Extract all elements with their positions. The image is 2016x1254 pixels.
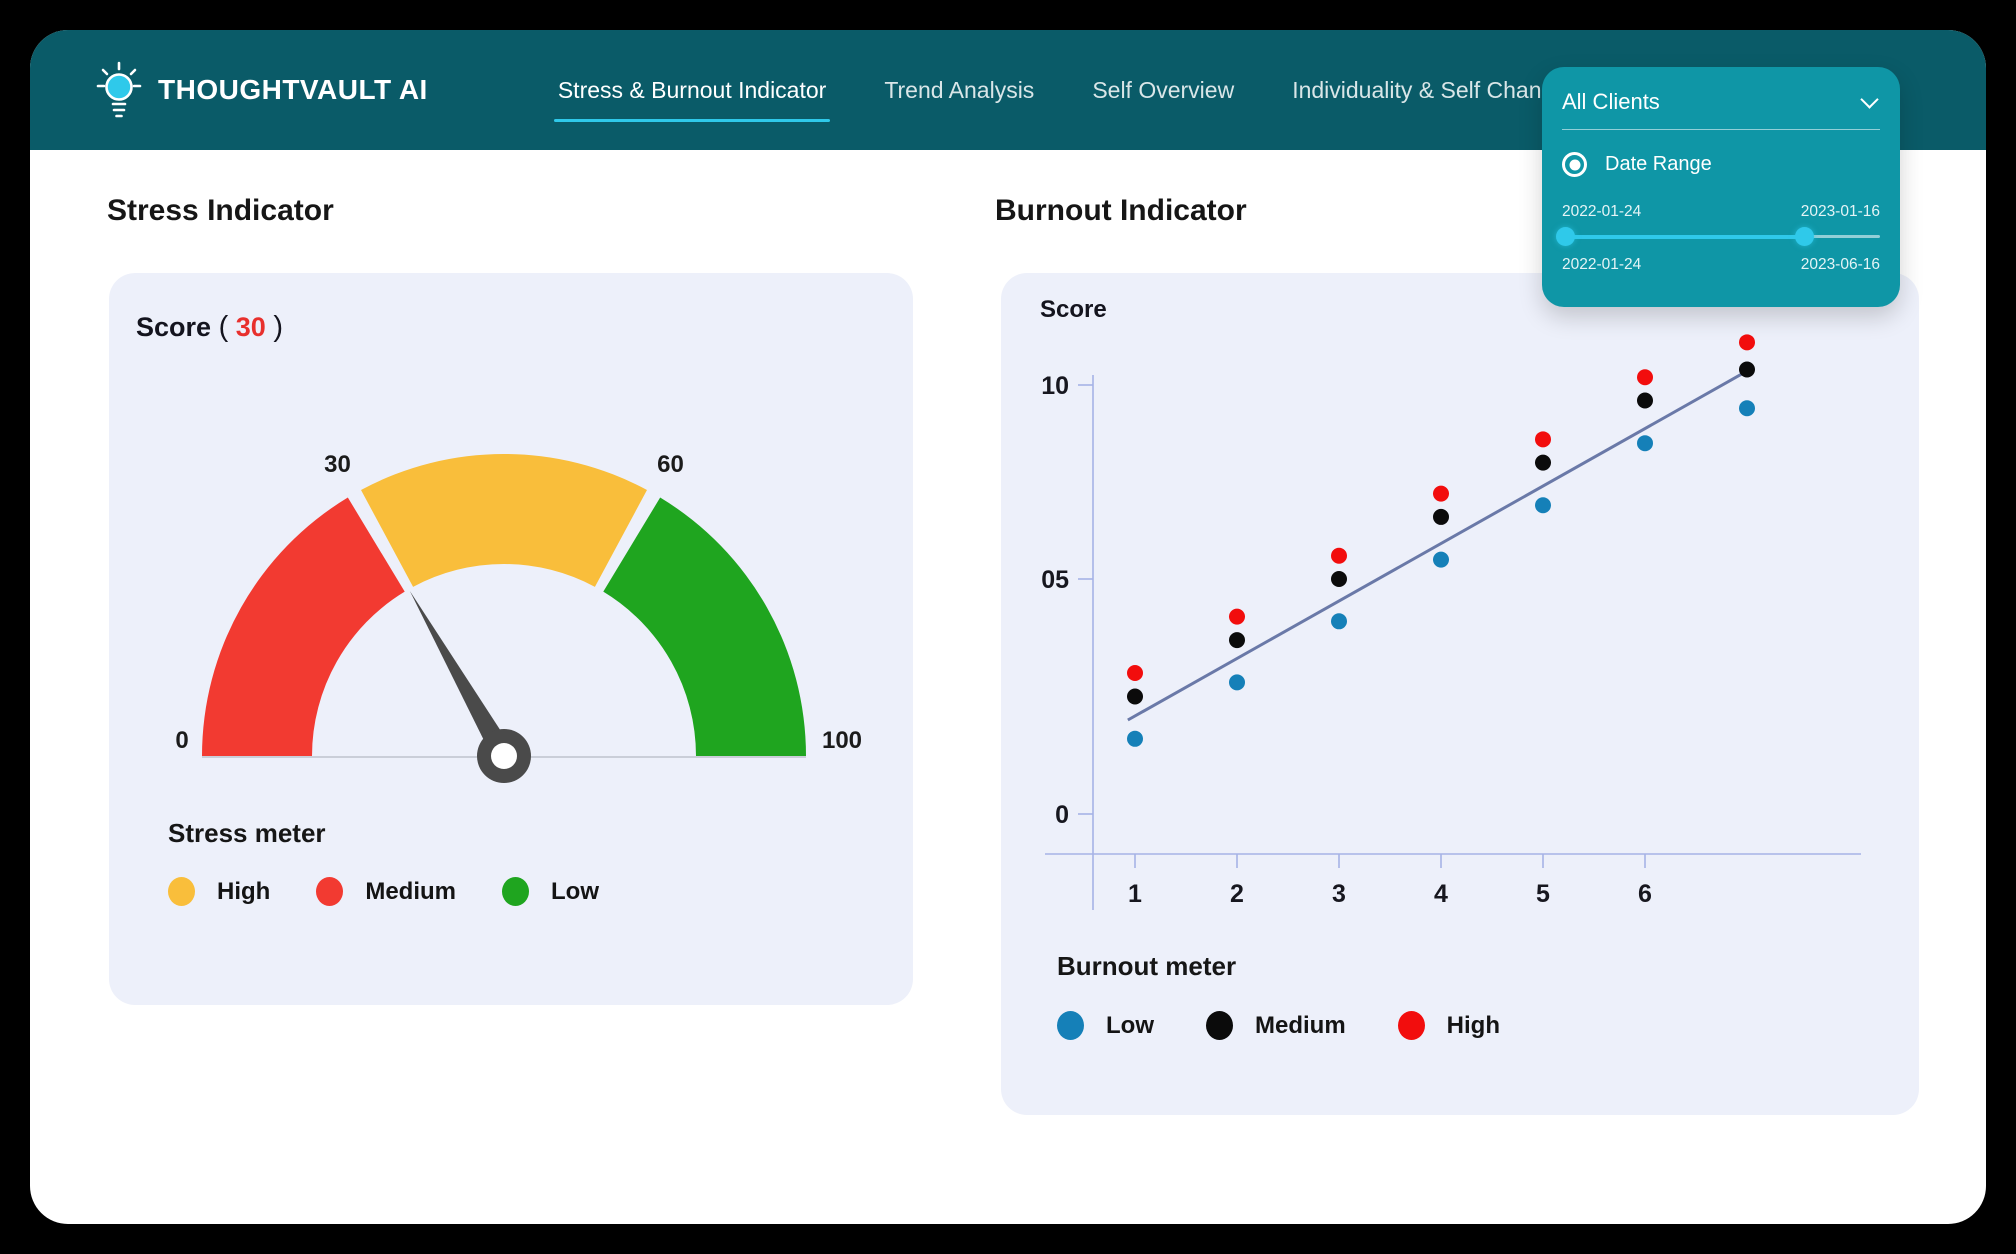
svg-text:10: 10 [1041, 372, 1069, 400]
svg-text:0: 0 [175, 727, 188, 754]
date-range-slider [1556, 227, 1880, 246]
svg-text:5: 5 [1536, 880, 1550, 908]
range-bounds-row: 2022-01-24 2023-06-16 [1562, 256, 1880, 274]
burnout-indicator-card: Score 0 05 10 1 2 3 4 5 6 Burnout meter Low Medi… [1001, 273, 1919, 1115]
nav-tab-stress-burnout[interactable]: Stress & Burnout Indicator [553, 73, 831, 122]
selected-range-row: 2022-01-24 2023-01-16 [1562, 203, 1880, 221]
legend-dot-low [1057, 1011, 1084, 1040]
nav-tab-trend-analysis[interactable]: Trend Analysis [884, 76, 1035, 103]
burnout-scatter-chart: 0 05 10 1 2 3 4 5 6 [1041, 334, 1861, 910]
legend-item-low: Low [502, 877, 599, 906]
date-range-option: Date Range [1562, 152, 1880, 177]
client-selector[interactable]: All Clients [1562, 89, 1880, 115]
slider-track-fill [1564, 234, 1804, 239]
svg-text:4: 4 [1434, 880, 1448, 908]
svg-text:1: 1 [1128, 880, 1142, 908]
svg-text:30: 30 [324, 451, 351, 478]
burnout-meter-legend-title: Burnout meter [1057, 951, 1237, 981]
range-min-date: 2022-01-24 [1562, 256, 1642, 273]
stress-indicator-title: Stress Indicator [107, 194, 334, 227]
nav-tab-individuality-self-change[interactable]: Individuality & Self Change [1292, 76, 1568, 103]
legend-item-low: Low [1057, 1011, 1154, 1040]
main-nav: Stress & Burnout Indicator Trend Analysi… [553, 73, 1569, 122]
burnout-y-axis-title: Score [1040, 296, 1107, 323]
date-range-label: Date Range [1605, 153, 1712, 175]
slider-handle-start[interactable] [1556, 227, 1575, 246]
svg-text:6: 6 [1638, 880, 1652, 908]
svg-text:3: 3 [1332, 880, 1346, 908]
brand-title: THOUGHTVAULT AI [158, 74, 428, 105]
stress-score-value: 30 [235, 312, 266, 342]
legend-item-medium: Medium [316, 877, 456, 906]
legend-dot-medium [316, 877, 344, 906]
legend-item-high: High [168, 877, 270, 906]
nav-tab-self-overview[interactable]: Self Overview [1092, 76, 1235, 103]
burnout-meter-legend: Low Medium High [1057, 1011, 1500, 1040]
chevron-down-icon [1860, 89, 1879, 109]
stress-meter-legend-title: Stress meter [168, 818, 326, 848]
legend-dot-low [502, 877, 529, 906]
selected-start-date: 2022-01-24 [1562, 203, 1642, 220]
stress-gauge-chart: 0 100 30 60 [175, 451, 862, 783]
stress-meter-legend: High Medium Low [168, 877, 599, 906]
legend-dot-high [1397, 1011, 1425, 1040]
legend-dot-high [168, 877, 195, 906]
stress-score: Score ( 30 ) [136, 311, 283, 343]
svg-text:2: 2 [1230, 880, 1244, 908]
selected-end-date: 2023-01-16 [1800, 203, 1880, 220]
app-window: THOUGHTVAULT AI Stress & Burnout Indicat… [30, 30, 1986, 1224]
stress-indicator-card: Score ( 30 ) 0 100 30 60 Stress meter High … [109, 273, 913, 1005]
legend-item-medium: Medium [1206, 1011, 1346, 1040]
stress-score-label: Score [136, 312, 212, 342]
burnout-indicator-title: Burnout Indicator [995, 194, 1247, 227]
legend-item-high: High [1397, 1011, 1500, 1040]
slider-handle-end[interactable] [1795, 227, 1814, 246]
svg-text:0: 0 [1055, 801, 1069, 829]
client-selector-value: All Clients [1562, 89, 1660, 114]
lightbulb-logo-icon [96, 61, 142, 118]
svg-text:100: 100 [822, 727, 862, 754]
range-max-date: 2023-06-16 [1800, 256, 1880, 273]
svg-text:60: 60 [657, 451, 684, 478]
legend-dot-medium [1206, 1011, 1233, 1040]
svg-text:05: 05 [1041, 566, 1069, 594]
filter-panel: All Clients Date Range 2022-01-24 2023-0… [1542, 67, 1900, 307]
filter-divider [1562, 129, 1880, 130]
date-range-radio[interactable] [1562, 152, 1587, 177]
